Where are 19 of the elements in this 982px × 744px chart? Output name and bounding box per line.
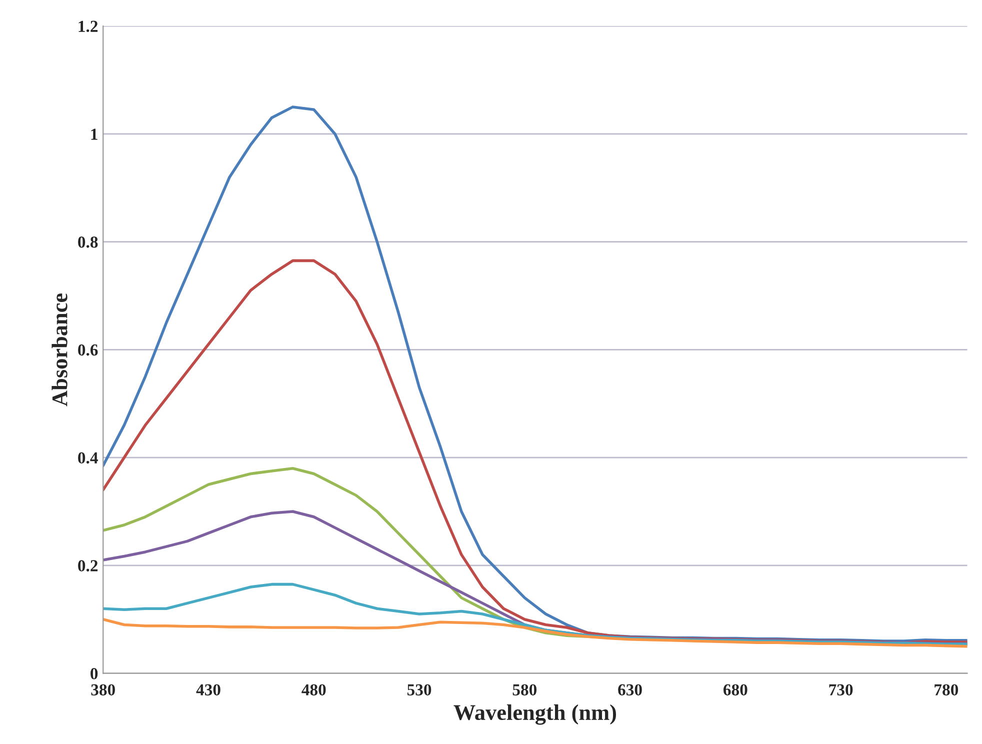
line-series (103, 618, 968, 648)
x-tick-label: 480 (302, 684, 326, 696)
y-tick-label: 1.2 (78, 20, 98, 32)
y-tick-label: 1 (91, 128, 98, 140)
y-tick-label: 0.8 (78, 236, 98, 248)
x-tick-label: 430 (196, 684, 220, 696)
y-tick-label: 0 (90, 668, 98, 680)
x-tick-label: 780 (934, 684, 958, 696)
x-axis-title: Wavelength (nm) (454, 704, 616, 725)
x-tick-label: 730 (829, 684, 853, 696)
x-tick-label: 680 (723, 684, 748, 696)
y-tick-label: 0.2 (78, 560, 98, 572)
x-tick-label: 380 (91, 684, 115, 696)
x-tick-label: 580 (512, 684, 537, 696)
x-tick-label: 530 (407, 684, 432, 696)
x-tick-label: 630 (618, 684, 642, 696)
y-tick-label: 0.6 (78, 344, 98, 356)
y-axis-title: Absorbance (52, 293, 68, 406)
y-tick-label: 0.4 (78, 452, 98, 464)
